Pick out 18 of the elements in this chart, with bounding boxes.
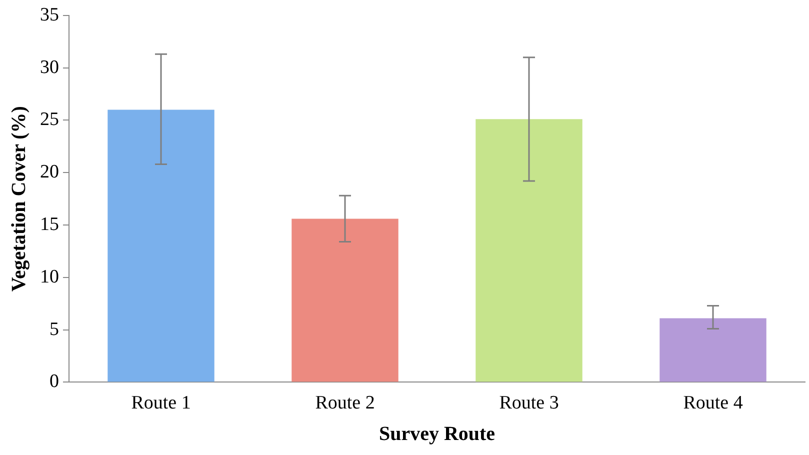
y-tick-label: 20 xyxy=(40,162,59,183)
bar xyxy=(476,119,582,382)
x-tick-label: Route 3 xyxy=(499,392,559,414)
x-tick-label: Route 1 xyxy=(131,392,191,414)
y-tick-label: 35 xyxy=(40,4,59,26)
y-axis-title: Vegetation Cover (%) xyxy=(8,106,30,292)
y-tick-label: 25 xyxy=(40,109,59,130)
y-tick-label: 10 xyxy=(40,266,59,288)
x-tick-label: Route 2 xyxy=(315,392,375,414)
x-axis-title: Survey Route xyxy=(378,423,496,446)
bar xyxy=(292,218,398,382)
y-tick-label: 30 xyxy=(40,56,59,78)
x-tick-label: Route 4 xyxy=(683,392,744,414)
y-tick-label: 5 xyxy=(50,318,59,340)
y-tick-label: 0 xyxy=(50,371,59,392)
y-tick-label: 15 xyxy=(40,214,59,235)
bar xyxy=(108,110,214,382)
bar xyxy=(660,318,766,382)
